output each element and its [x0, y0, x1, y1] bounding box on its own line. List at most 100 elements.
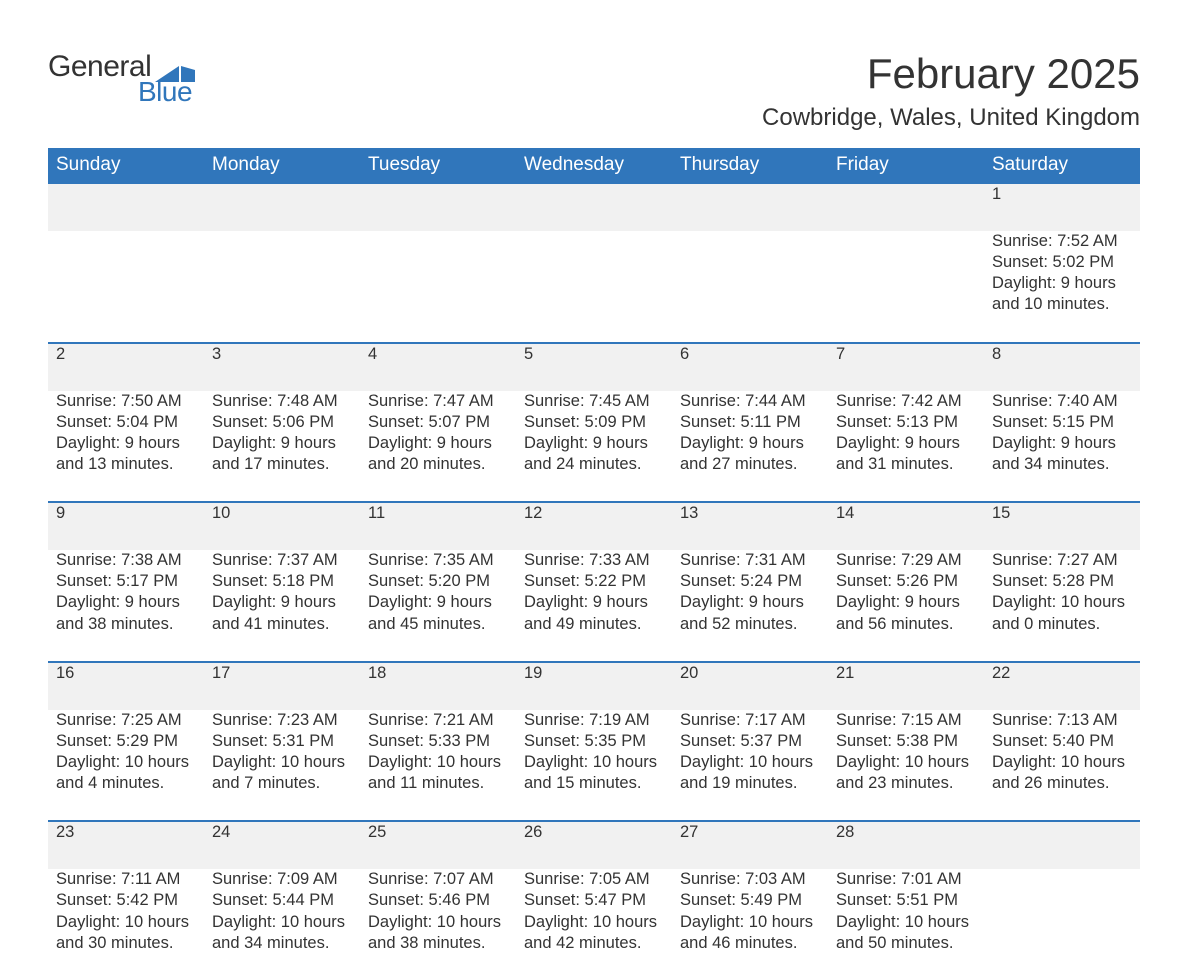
day-sunset: Sunset: 5:51 PM	[836, 890, 976, 911]
day-number-cell: 11	[360, 502, 516, 550]
day-number-cell	[984, 821, 1140, 869]
day-number-cell: 9	[48, 502, 204, 550]
day-d2: and 0 minutes.	[992, 614, 1132, 635]
day-number-cell: 15	[984, 502, 1140, 550]
day-number-cell: 12	[516, 502, 672, 550]
day-details-cell: Sunrise: 7:48 AMSunset: 5:06 PMDaylight:…	[204, 391, 360, 502]
day-details-cell: Sunrise: 7:09 AMSunset: 5:44 PMDaylight:…	[204, 869, 360, 979]
day-details-cell: Sunrise: 7:44 AMSunset: 5:11 PMDaylight:…	[672, 391, 828, 502]
day-sunrise: Sunrise: 7:15 AM	[836, 710, 976, 731]
day-sunset: Sunset: 5:20 PM	[368, 571, 508, 592]
day-details-cell: Sunrise: 7:25 AMSunset: 5:29 PMDaylight:…	[48, 710, 204, 821]
day-number-cell	[48, 183, 204, 231]
day-d2: and 45 minutes.	[368, 614, 508, 635]
day-details-cell: Sunrise: 7:29 AMSunset: 5:26 PMDaylight:…	[828, 550, 984, 661]
day-sunrise: Sunrise: 7:50 AM	[56, 391, 196, 412]
day-d2: and 20 minutes.	[368, 454, 508, 475]
day-sunset: Sunset: 5:24 PM	[680, 571, 820, 592]
weekday-header: Monday	[204, 148, 360, 183]
day-details-cell	[984, 869, 1140, 979]
day-d1: Daylight: 10 hours	[836, 752, 976, 773]
day-sunset: Sunset: 5:26 PM	[836, 571, 976, 592]
day-details-cell	[204, 231, 360, 342]
day-number-cell: 8	[984, 343, 1140, 391]
day-details-cell: Sunrise: 7:31 AMSunset: 5:24 PMDaylight:…	[672, 550, 828, 661]
day-number-cell: 26	[516, 821, 672, 869]
day-sunset: Sunset: 5:22 PM	[524, 571, 664, 592]
day-d1: Daylight: 9 hours	[836, 433, 976, 454]
day-details-cell: Sunrise: 7:37 AMSunset: 5:18 PMDaylight:…	[204, 550, 360, 661]
day-sunrise: Sunrise: 7:09 AM	[212, 869, 352, 890]
day-number-cell: 22	[984, 662, 1140, 710]
day-sunset: Sunset: 5:06 PM	[212, 412, 352, 433]
day-sunset: Sunset: 5:35 PM	[524, 731, 664, 752]
weekday-header: Thursday	[672, 148, 828, 183]
day-d1: Daylight: 9 hours	[368, 433, 508, 454]
weekday-header: Saturday	[984, 148, 1140, 183]
day-sunrise: Sunrise: 7:29 AM	[836, 550, 976, 571]
weekday-header: Sunday	[48, 148, 204, 183]
day-sunset: Sunset: 5:31 PM	[212, 731, 352, 752]
day-details-cell	[48, 231, 204, 342]
day-sunrise: Sunrise: 7:37 AM	[212, 550, 352, 571]
day-d2: and 46 minutes.	[680, 933, 820, 954]
day-number-row: 16171819202122	[48, 662, 1140, 710]
day-number-cell: 21	[828, 662, 984, 710]
day-sunset: Sunset: 5:46 PM	[368, 890, 508, 911]
day-details-cell: Sunrise: 7:07 AMSunset: 5:46 PMDaylight:…	[360, 869, 516, 979]
calendar-table: Sunday Monday Tuesday Wednesday Thursday…	[48, 148, 1140, 980]
day-d2: and 23 minutes.	[836, 773, 976, 794]
day-d1: Daylight: 9 hours	[524, 592, 664, 613]
day-sunrise: Sunrise: 7:23 AM	[212, 710, 352, 731]
day-d1: Daylight: 10 hours	[524, 752, 664, 773]
day-sunrise: Sunrise: 7:05 AM	[524, 869, 664, 890]
day-number-row: 1	[48, 183, 1140, 231]
day-sunrise: Sunrise: 7:25 AM	[56, 710, 196, 731]
day-d1: Daylight: 10 hours	[836, 912, 976, 933]
day-d1: Daylight: 9 hours	[836, 592, 976, 613]
day-sunrise: Sunrise: 7:11 AM	[56, 869, 196, 890]
day-d1: Daylight: 10 hours	[992, 592, 1132, 613]
day-details-row: Sunrise: 7:52 AMSunset: 5:02 PMDaylight:…	[48, 231, 1140, 342]
day-d1: Daylight: 9 hours	[680, 433, 820, 454]
day-d2: and 31 minutes.	[836, 454, 976, 475]
day-d2: and 56 minutes.	[836, 614, 976, 635]
day-number-cell: 2	[48, 343, 204, 391]
day-sunrise: Sunrise: 7:19 AM	[524, 710, 664, 731]
day-d1: Daylight: 9 hours	[992, 433, 1132, 454]
day-d2: and 19 minutes.	[680, 773, 820, 794]
day-sunrise: Sunrise: 7:01 AM	[836, 869, 976, 890]
day-sunrise: Sunrise: 7:03 AM	[680, 869, 820, 890]
day-d1: Daylight: 10 hours	[212, 752, 352, 773]
day-d2: and 49 minutes.	[524, 614, 664, 635]
day-details-cell: Sunrise: 7:52 AMSunset: 5:02 PMDaylight:…	[984, 231, 1140, 342]
day-d2: and 34 minutes.	[992, 454, 1132, 475]
day-sunset: Sunset: 5:11 PM	[680, 412, 820, 433]
day-details-cell	[672, 231, 828, 342]
title-block: February 2025 Cowbridge, Wales, United K…	[762, 50, 1140, 138]
day-sunrise: Sunrise: 7:40 AM	[992, 391, 1132, 412]
day-sunset: Sunset: 5:18 PM	[212, 571, 352, 592]
day-d2: and 41 minutes.	[212, 614, 352, 635]
day-number-cell: 14	[828, 502, 984, 550]
day-sunset: Sunset: 5:09 PM	[524, 412, 664, 433]
day-details-row: Sunrise: 7:11 AMSunset: 5:42 PMDaylight:…	[48, 869, 1140, 979]
day-number-cell: 18	[360, 662, 516, 710]
day-number-cell: 23	[48, 821, 204, 869]
day-sunset: Sunset: 5:13 PM	[836, 412, 976, 433]
day-number-cell: 13	[672, 502, 828, 550]
day-details-cell: Sunrise: 7:50 AMSunset: 5:04 PMDaylight:…	[48, 391, 204, 502]
day-sunrise: Sunrise: 7:13 AM	[992, 710, 1132, 731]
day-d2: and 34 minutes.	[212, 933, 352, 954]
day-d1: Daylight: 10 hours	[680, 912, 820, 933]
day-sunset: Sunset: 5:47 PM	[524, 890, 664, 911]
day-details-cell: Sunrise: 7:03 AMSunset: 5:49 PMDaylight:…	[672, 869, 828, 979]
day-d2: and 4 minutes.	[56, 773, 196, 794]
day-number-row: 2345678	[48, 343, 1140, 391]
day-details-cell: Sunrise: 7:40 AMSunset: 5:15 PMDaylight:…	[984, 391, 1140, 502]
day-d2: and 11 minutes.	[368, 773, 508, 794]
day-sunset: Sunset: 5:07 PM	[368, 412, 508, 433]
day-d1: Daylight: 10 hours	[680, 752, 820, 773]
day-d1: Daylight: 10 hours	[368, 912, 508, 933]
day-number-cell: 1	[984, 183, 1140, 231]
